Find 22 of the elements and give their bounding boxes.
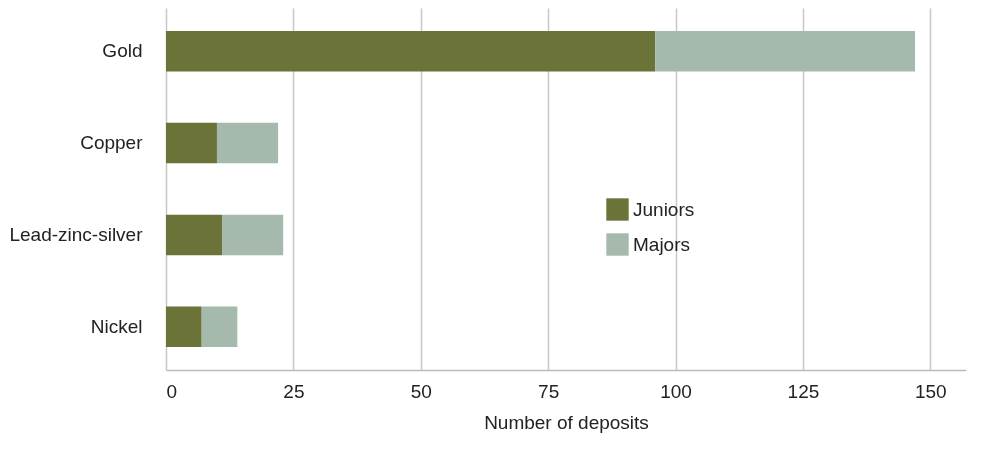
x-axis-title: Number of deposits — [484, 411, 649, 433]
y-tick-label: Lead-zinc-silver — [9, 223, 144, 245]
bar — [655, 30, 916, 72]
bar — [216, 122, 279, 164]
legend-label: Juniors — [633, 198, 695, 220]
bar — [222, 214, 284, 256]
bar — [166, 122, 217, 164]
bar — [166, 30, 656, 72]
y-tick-label: Copper — [80, 132, 144, 154]
bar — [166, 214, 223, 256]
bar — [166, 306, 202, 348]
y-tick-label: Gold — [102, 40, 143, 62]
x-tick-label: 25 — [283, 380, 305, 402]
legend-label: Majors — [633, 233, 691, 255]
y-tick-label: Nickel — [90, 315, 143, 337]
bar — [201, 306, 238, 348]
x-tick-label: 125 — [787, 380, 820, 402]
x-tick-label: 150 — [914, 380, 947, 402]
x-tick-label: 100 — [660, 380, 692, 402]
x-tick-label: 50 — [410, 380, 432, 402]
x-tick-label: 75 — [538, 380, 560, 402]
x-tick-label: 0 — [166, 380, 178, 402]
